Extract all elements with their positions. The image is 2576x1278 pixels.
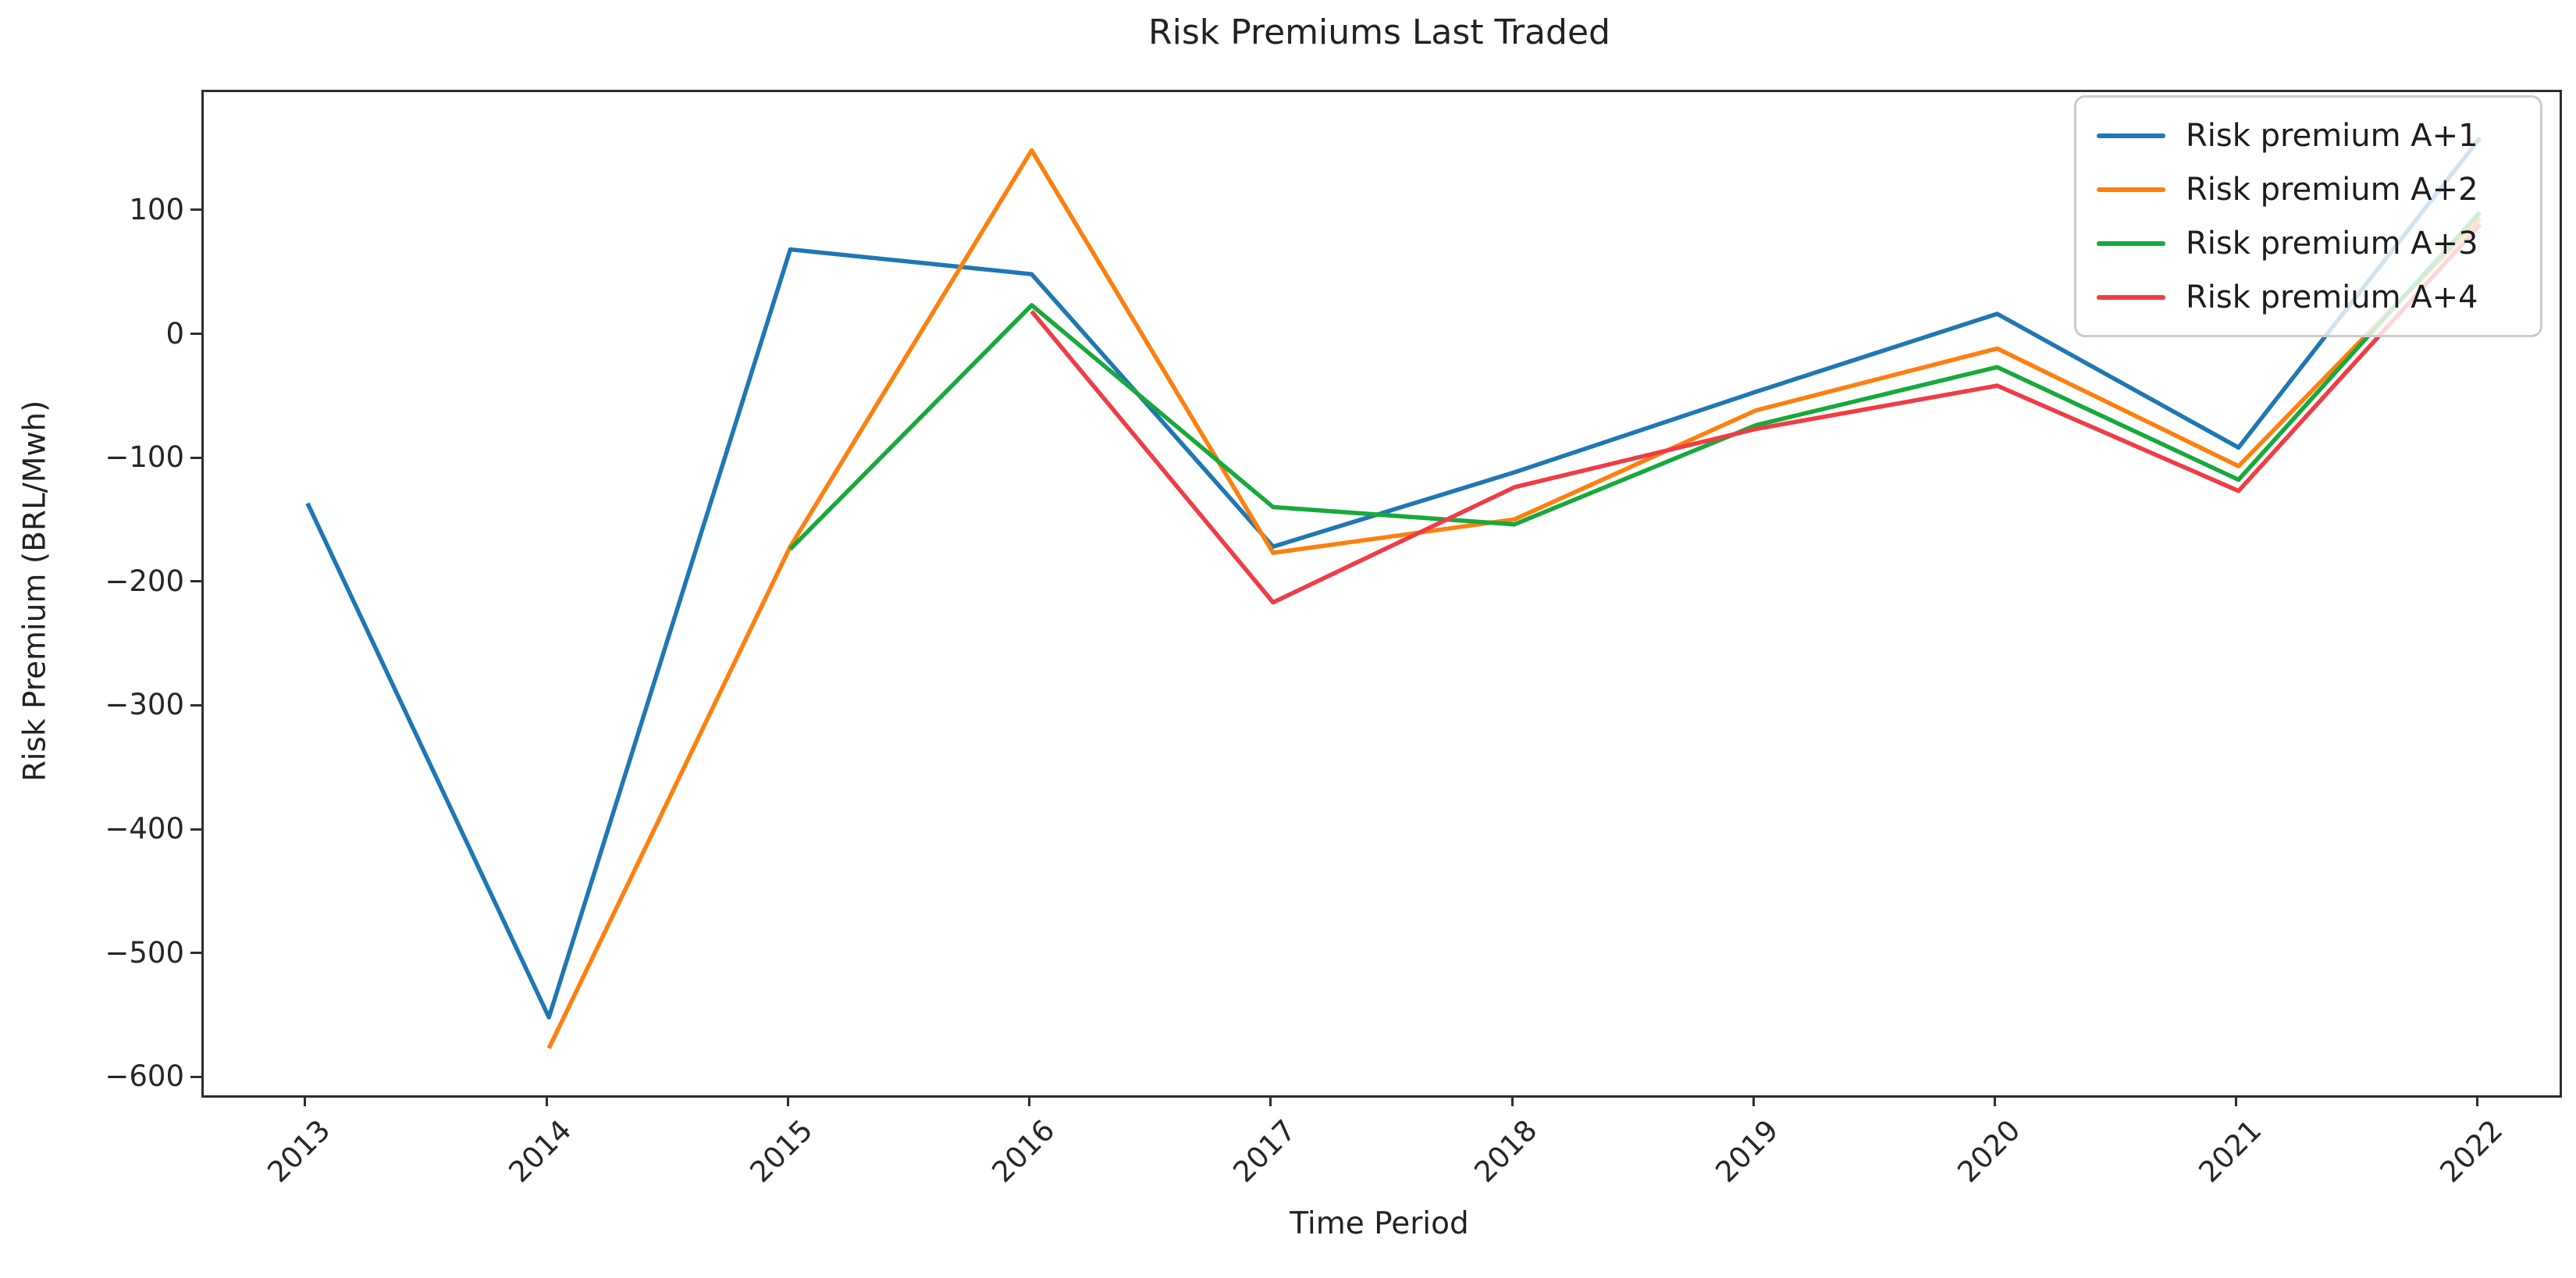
x-tick-mark (1269, 1095, 1272, 1106)
x-tick-mark (2476, 1095, 2479, 1106)
y-tick-label: −500 (105, 935, 184, 970)
legend-item-1: Risk premium A+1 (2076, 109, 2540, 162)
x-tick-mark (1994, 1095, 1996, 1106)
series-line-4 (1030, 222, 2482, 605)
y-tick-mark (190, 1075, 201, 1078)
y-tick-label: −200 (105, 564, 184, 598)
series-line-1 (305, 137, 2482, 1020)
x-tick-mark (545, 1095, 548, 1106)
series-line-3 (788, 211, 2482, 551)
legend-item-3: Risk premium A+3 (2076, 216, 2540, 270)
x-tick-mark (1028, 1095, 1031, 1106)
x-tick-mark (304, 1095, 307, 1106)
x-tick-label: 2013 (261, 1113, 337, 1189)
x-tick-mark (786, 1095, 789, 1106)
legend-line-swatch (2097, 240, 2165, 246)
y-tick-label: 100 (129, 192, 184, 226)
x-tick-mark (1752, 1095, 1755, 1106)
x-tick-label: 2016 (985, 1113, 1062, 1189)
x-tick-mark (2235, 1095, 2238, 1106)
x-tick-label: 2019 (1709, 1113, 1785, 1189)
x-axis-label: Time Period (1290, 1206, 1469, 1241)
y-tick-label: −600 (105, 1059, 184, 1094)
legend-line-swatch (2097, 294, 2165, 300)
y-tick-mark (190, 456, 201, 459)
x-tick-label: 2020 (1950, 1113, 2026, 1189)
y-tick-mark (190, 580, 201, 583)
y-tick-mark (190, 952, 201, 955)
y-tick-label: −300 (105, 688, 184, 722)
y-tick-mark (190, 828, 201, 831)
legend-label: Risk premium A+1 (2186, 117, 2478, 154)
data-lines (305, 137, 2482, 1049)
legend-item-4: Risk premium A+4 (2076, 270, 2540, 324)
chart-title: Risk Premiums Last Traded (1148, 12, 1610, 52)
x-tick-label: 2021 (2192, 1113, 2268, 1189)
x-tick-mark (1510, 1095, 1514, 1106)
series-line-2 (546, 148, 2482, 1049)
legend-label: Risk premium A+3 (2186, 225, 2478, 262)
y-tick-label: −400 (105, 812, 184, 846)
y-tick-mark (190, 703, 201, 707)
y-tick-label: 0 (165, 316, 184, 351)
y-tick-mark (190, 333, 201, 336)
y-tick-mark (190, 208, 201, 212)
x-tick-label: 2018 (1468, 1113, 1544, 1189)
legend-label: Risk premium A+2 (2186, 171, 2478, 208)
legend-line-swatch (2097, 187, 2165, 192)
y-tick-label: −100 (105, 440, 184, 475)
legend-label: Risk premium A+4 (2186, 279, 2478, 315)
legend-line-swatch (2097, 133, 2165, 138)
x-tick-label: 2015 (743, 1113, 820, 1189)
x-tick-label: 2022 (2433, 1113, 2510, 1189)
x-tick-label: 2017 (1226, 1113, 1303, 1189)
legend-item-2: Risk premium A+2 (2076, 162, 2540, 216)
legend: Risk premium A+1 Risk premium A+2 Risk pre… (2074, 95, 2542, 337)
x-tick-label: 2014 (502, 1113, 578, 1189)
